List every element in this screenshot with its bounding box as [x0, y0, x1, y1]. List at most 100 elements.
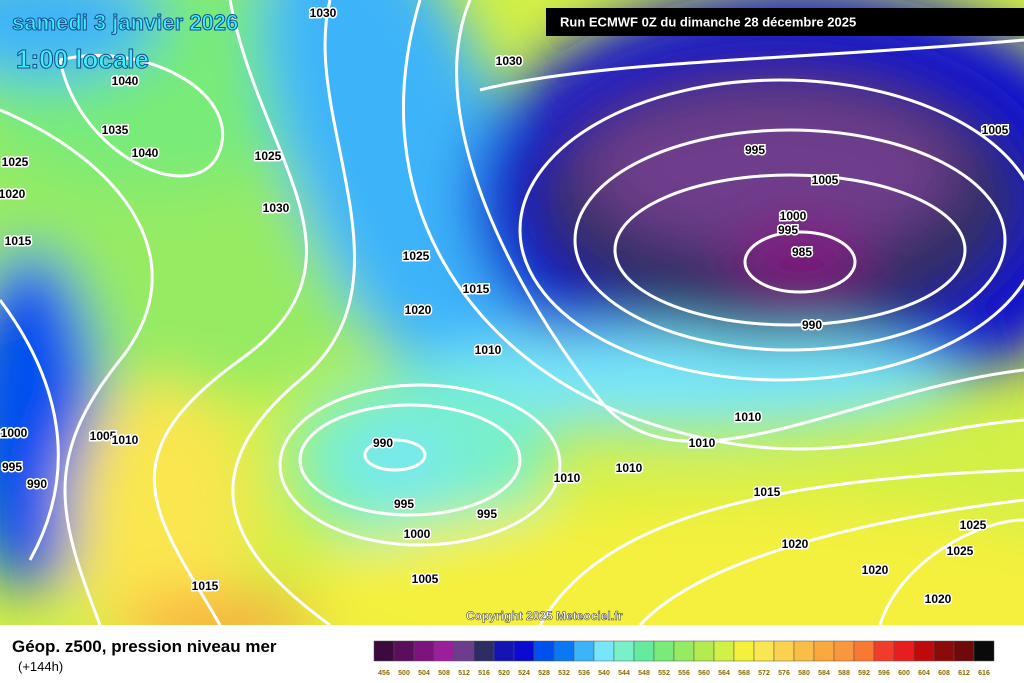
- scale-label: 552: [658, 670, 670, 677]
- scale-label: 532: [558, 670, 570, 677]
- color-swatch: [553, 640, 575, 662]
- scale-label: 456: [378, 670, 390, 677]
- isobar-label: 1040: [132, 146, 159, 160]
- scale-label: 600: [898, 670, 910, 677]
- color-swatch: [433, 640, 455, 662]
- isobar-label: 990: [27, 477, 47, 491]
- color-swatch: [933, 640, 955, 662]
- scale-label: 548: [638, 670, 650, 677]
- footer-title: Géop. z500, pression niveau mer: [12, 637, 277, 656]
- scale-label: 616: [978, 670, 990, 677]
- color-scale: 456 500 504 508 512 516 520 524 528 532 536 540 544 5…: [373, 640, 995, 677]
- isobar-label: 995: [477, 507, 497, 521]
- color-swatch: [593, 640, 615, 662]
- isobar-label: 1025: [403, 249, 430, 263]
- isobar-label: 1020: [925, 592, 952, 606]
- isobar-label: 1020: [782, 537, 809, 551]
- isobar-label: 1000: [404, 527, 431, 541]
- color-swatch: [373, 640, 395, 662]
- color-swatch: [753, 640, 775, 662]
- color-swatch: [653, 640, 675, 662]
- scale-label: 556: [678, 670, 690, 677]
- isobar-label: 1000: [1, 426, 28, 440]
- footer-lead: (+144h): [18, 659, 63, 674]
- color-swatch: [473, 640, 495, 662]
- color-swatch: [533, 640, 555, 662]
- forecast-date: samedi 3 janvier 2026: [12, 10, 238, 35]
- scale-label: 524: [518, 670, 530, 677]
- copyright: Copyright 2025 Meteociel.fr: [466, 609, 623, 623]
- color-swatch: [633, 640, 655, 662]
- scale-label: 508: [438, 670, 450, 677]
- color-swatch: [773, 640, 795, 662]
- color-swatch: [613, 640, 635, 662]
- isobar-label: 1030: [496, 54, 523, 68]
- scale-label: 564: [718, 670, 730, 677]
- scale-label: 572: [758, 670, 770, 677]
- color-swatch: [973, 640, 995, 662]
- isobar-label: 1010: [475, 343, 502, 357]
- isobar-label: 1010: [112, 433, 139, 447]
- scale-label: 604: [918, 670, 930, 677]
- scale-label: 612: [958, 670, 970, 677]
- isobar-label: 1020: [0, 187, 26, 201]
- isobar-label: 1025: [960, 518, 987, 532]
- scale-label: 576: [778, 670, 790, 677]
- color-swatch: [793, 640, 815, 662]
- scale-label: 560: [698, 670, 710, 677]
- isobar-label: 1025: [947, 544, 974, 558]
- isobar-label: 995: [2, 460, 22, 474]
- isobar-label: 1015: [463, 282, 490, 296]
- isobar-label: 1015: [5, 234, 32, 248]
- color-swatch: [513, 640, 535, 662]
- isobar-label: 995: [394, 497, 414, 511]
- forecast-time: 1:00 locale: [16, 44, 149, 74]
- isobar-label: 1025: [255, 149, 282, 163]
- color-swatch: [713, 640, 735, 662]
- scale-label: 500: [398, 670, 410, 677]
- color-swatch: [733, 640, 755, 662]
- scale-label: 592: [858, 670, 870, 677]
- isobar-label: 1010: [616, 461, 643, 475]
- scale-label: 596: [878, 670, 890, 677]
- scale-label: 588: [838, 670, 850, 677]
- isobar-label: 1030: [263, 201, 290, 215]
- isobar-label: 1010: [554, 471, 581, 485]
- isobar-label: 1015: [192, 579, 219, 593]
- color-swatch: [853, 640, 875, 662]
- color-swatch: [953, 640, 975, 662]
- isobar-label: 1025: [2, 155, 29, 169]
- color-swatch: [913, 640, 935, 662]
- isobar-label: 1015: [754, 485, 781, 499]
- isobar-label: 1005: [412, 572, 439, 586]
- isobar-label: 995: [745, 143, 765, 157]
- isobar-label: 1040: [112, 74, 139, 88]
- isobar-label: 1005: [90, 429, 117, 443]
- color-swatch: [873, 640, 895, 662]
- color-swatch: [673, 640, 695, 662]
- color-swatch: [893, 640, 915, 662]
- run-box: [546, 8, 1024, 36]
- scale-label: 544: [618, 670, 630, 677]
- color-swatch: [493, 640, 515, 662]
- scale-label: 584: [818, 670, 830, 677]
- scale-label: 520: [498, 670, 510, 677]
- scale-label: 536: [578, 670, 590, 677]
- color-swatch: [453, 640, 475, 662]
- isobar-label: 1005: [812, 173, 839, 187]
- isobar-label: 985: [792, 245, 812, 259]
- scale-label: 512: [458, 670, 470, 677]
- color-swatch: [393, 640, 415, 662]
- color-swatch: [413, 640, 435, 662]
- color-swatch: [813, 640, 835, 662]
- scale-label: 540: [598, 670, 610, 677]
- isobar-label: 1000: [780, 209, 807, 223]
- isobar-label: 1035: [102, 123, 129, 137]
- isobar-label: 1020: [862, 563, 889, 577]
- run-label: Run ECMWF 0Z du dimanche 28 décembre 202…: [560, 14, 856, 29]
- isobar-label: 1010: [689, 436, 716, 450]
- scale-label: 504: [418, 670, 430, 677]
